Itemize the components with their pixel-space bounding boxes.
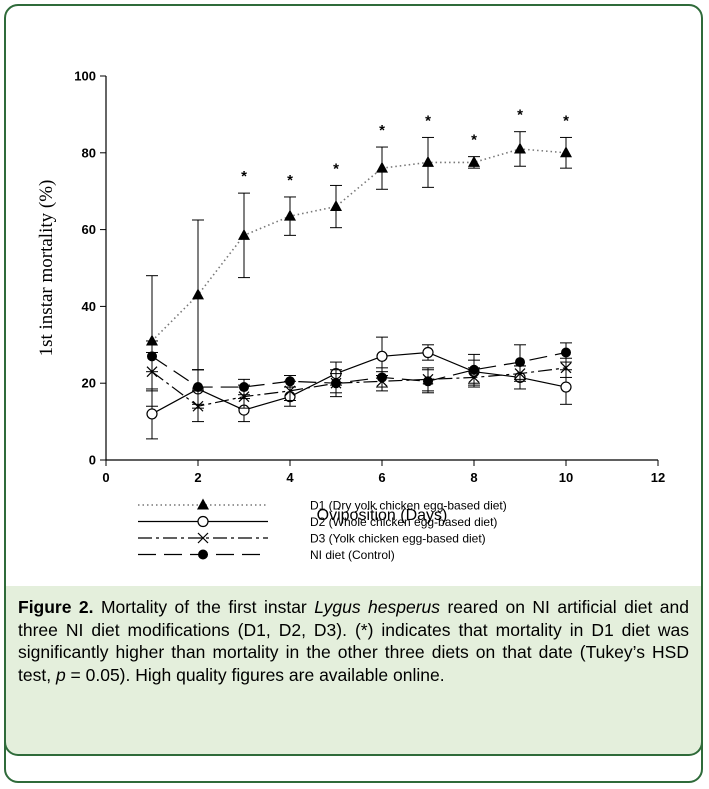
legend-label: D1 (Dry yolk chicken egg-based diet) <box>310 499 507 513</box>
x-tick-label: 8 <box>470 470 477 485</box>
mortality-chart: 0 2 4 6 8 10 12 0 20 40 60 80 100 * * * * * * * * Ovipositi… <box>36 69 665 563</box>
series-line <box>151 148 567 342</box>
significance-asterisk: * <box>241 168 247 185</box>
caption-figure-label: Figure 2. <box>18 597 94 617</box>
significance-asterisk: * <box>471 132 477 149</box>
data-point <box>377 372 387 383</box>
data-point <box>192 288 204 300</box>
legend-label: D3 (Yolk chicken egg-based diet) <box>310 532 486 546</box>
significance-asterisk: * <box>333 160 339 177</box>
legend-entry-3: D3 (Yolk chicken egg-based diet) <box>138 532 486 546</box>
significance-asterisk: * <box>379 122 385 139</box>
legend-entry-2: D2 (Whole chicken egg-based diet) <box>138 515 497 529</box>
y-axis-label: 1st instar mortality (%) <box>36 180 57 357</box>
caption-text-part-1: Mortality of the first instar <box>93 597 315 617</box>
data-point <box>284 385 296 397</box>
data-point <box>468 155 480 167</box>
series-line <box>151 367 567 407</box>
caption-text-part-3: = 0.05). High quality figures are availa… <box>65 664 445 685</box>
caption-p-symbol: p <box>55 664 66 685</box>
data-point <box>330 200 342 212</box>
significance-asterisk: * <box>287 172 293 189</box>
x-tick-label: 0 <box>102 470 109 485</box>
data-point <box>423 376 433 387</box>
x-tick-label: 10 <box>559 470 573 485</box>
data-point <box>146 408 158 420</box>
chart-legend: D1 (Dry yolk chicken egg-based diet) D2 (… <box>138 498 507 562</box>
y-tick-label: 100 <box>74 69 96 84</box>
data-point <box>560 146 572 158</box>
x-axis-label: Oviposition (Days) <box>317 507 448 524</box>
series-4 <box>146 340 572 405</box>
data-point <box>238 391 250 403</box>
y-tick-label: 0 <box>89 453 96 468</box>
legend-marker <box>197 515 209 528</box>
series-2 <box>146 336 572 440</box>
data-point <box>193 382 203 393</box>
significance-asterisk: * <box>425 112 431 129</box>
data-point <box>376 350 388 362</box>
x-tick-label: 4 <box>286 470 294 485</box>
significance-markers: * * * * * * * * <box>241 107 569 189</box>
chart-series <box>146 131 572 440</box>
data-point <box>422 155 434 167</box>
x-tick-label: 12 <box>651 470 665 485</box>
data-point <box>515 357 525 368</box>
data-point <box>331 378 341 389</box>
series-line <box>151 351 567 388</box>
data-point <box>192 400 204 412</box>
legend-marker <box>197 498 209 510</box>
caption-text-part-2: reared on NI artificial diet and three N… <box>18 597 689 685</box>
data-point <box>147 351 157 362</box>
legend-entry-4: NI diet (Control) <box>138 548 395 562</box>
legend-marker <box>197 532 209 544</box>
significance-asterisk: * <box>517 107 523 124</box>
figure-area: 0 2 4 6 8 10 12 0 20 40 60 80 100 * * * * * * * * Ovipositi… <box>10 52 698 592</box>
significance-asterisk: * <box>563 112 569 129</box>
data-point <box>469 364 479 375</box>
data-point <box>514 142 526 154</box>
legend-marker <box>198 549 208 560</box>
y-tick-label: 80 <box>82 145 96 160</box>
figure-caption: Figure 2. Mortality of the first instar … <box>18 596 689 686</box>
data-point <box>560 362 572 374</box>
caption-species-name: Lygus hesperus <box>314 597 441 617</box>
data-point <box>561 347 571 358</box>
legend-label: NI diet (Control) <box>310 548 395 562</box>
data-point <box>285 376 295 387</box>
y-tick-label: 20 <box>82 376 96 391</box>
data-point <box>284 209 296 221</box>
series-line <box>151 351 567 415</box>
legend-label: D2 (Whole chicken egg-based diet) <box>310 515 497 529</box>
data-point <box>376 161 388 173</box>
data-point <box>238 228 250 240</box>
y-tick-label: 60 <box>82 222 96 237</box>
data-point <box>146 334 158 346</box>
caption-box: Figure 2. Mortality of the first instar … <box>4 586 703 756</box>
chart-axes: 0 2 4 6 8 10 12 0 20 40 60 80 100 <box>74 69 665 486</box>
data-point <box>239 382 249 393</box>
data-point <box>422 346 434 359</box>
legend-entry-1: D1 (Dry yolk chicken egg-based diet) <box>138 498 507 513</box>
x-tick-label: 6 <box>378 470 385 485</box>
x-tick-label: 2 <box>194 470 201 485</box>
data-point <box>560 381 572 393</box>
y-tick-label: 40 <box>82 299 96 314</box>
